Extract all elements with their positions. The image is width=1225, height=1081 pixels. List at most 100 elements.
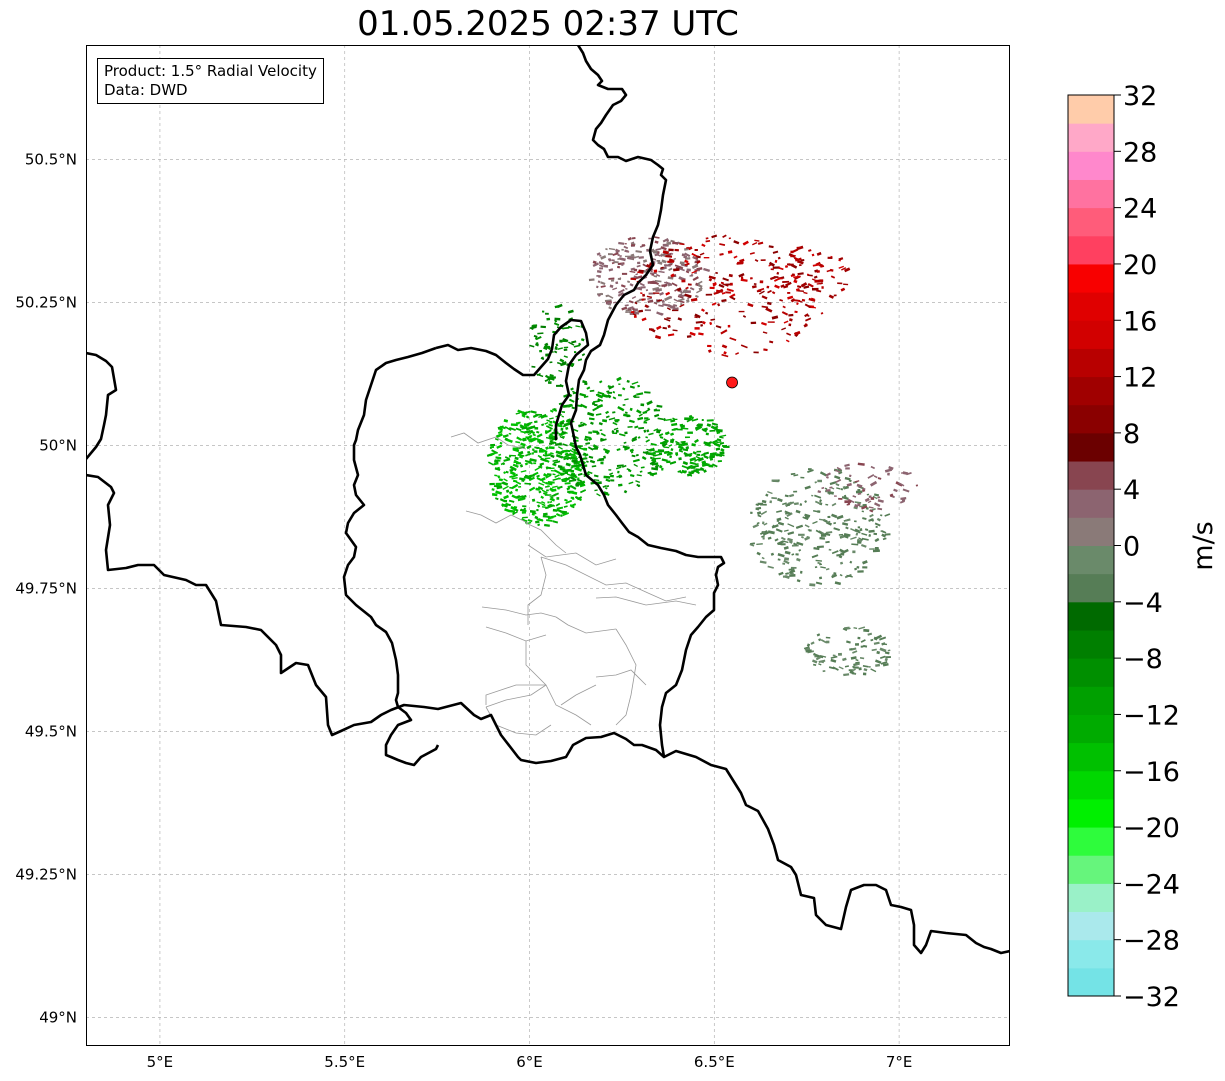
echo-cell — [678, 470, 683, 474]
echo-cell — [633, 255, 640, 259]
echo-cell — [653, 428, 659, 432]
echo-cell — [688, 454, 692, 458]
echo-cell — [857, 636, 861, 640]
echo-cell — [662, 417, 667, 422]
echo-cell — [599, 267, 604, 270]
echo-cell — [670, 448, 674, 452]
echo-cell — [695, 294, 699, 298]
echo-cell — [751, 285, 757, 289]
echo-cell — [594, 489, 598, 492]
echo-cell — [532, 433, 537, 437]
echo-cell — [804, 500, 808, 503]
echo-cell — [531, 365, 536, 368]
echo-cell — [679, 448, 683, 451]
echo-cell — [650, 270, 653, 273]
echo-cell — [615, 429, 619, 433]
echo-cell — [796, 275, 801, 279]
colorbar-tick-label: 32 — [1123, 81, 1157, 112]
country-borders — [86, 45, 1010, 955]
echo-cell — [559, 421, 565, 426]
echo-cell — [582, 380, 588, 384]
echo-cell — [807, 282, 814, 288]
echo-cell — [838, 666, 844, 670]
echo-cell — [606, 301, 612, 305]
echo-cell — [757, 287, 765, 292]
echo-cell — [670, 273, 675, 278]
echo-cell — [803, 291, 808, 295]
echo-cell — [654, 240, 659, 244]
colorbar-band — [1068, 235, 1114, 265]
echo-cell — [707, 349, 712, 353]
colorbar-band — [1068, 827, 1114, 856]
echo-cell — [515, 495, 521, 499]
echo-cell — [681, 465, 688, 469]
echo-cell — [549, 373, 554, 377]
echo-cell — [662, 250, 670, 255]
echo-cell — [562, 512, 570, 517]
echo-cell — [825, 640, 830, 644]
echo-cell — [767, 321, 775, 323]
echo-cell — [811, 494, 814, 497]
map-panel[interactable] — [86, 45, 1010, 1046]
echo-cell — [520, 426, 526, 429]
echo-cell — [784, 557, 790, 561]
echo-cell — [557, 465, 563, 469]
colorbar-band — [1068, 939, 1114, 969]
echo-cell — [881, 530, 887, 534]
echo-cell — [692, 276, 699, 282]
echo-cell — [611, 279, 615, 282]
echo-cell — [646, 400, 653, 406]
echo-cell — [579, 392, 587, 397]
colorbar-tick-label: 20 — [1123, 250, 1157, 281]
echo-cell — [556, 361, 564, 366]
echo-cell — [864, 497, 870, 503]
echo-cell — [617, 288, 625, 294]
echo-cell — [598, 422, 603, 426]
echo-cell — [544, 494, 548, 496]
echo-cell — [686, 452, 693, 456]
echo-cell — [729, 337, 737, 342]
echo-cell — [816, 270, 820, 273]
echo-cell — [825, 567, 830, 571]
echo-cell — [617, 265, 621, 269]
echo-cell — [647, 299, 654, 304]
echo-cell — [618, 383, 621, 385]
echo-cell — [495, 482, 502, 486]
echo-cell — [833, 522, 837, 525]
echo-cell — [796, 557, 801, 562]
echo-cell — [761, 534, 766, 538]
echo-cell — [844, 267, 851, 273]
echo-cell — [649, 272, 657, 275]
echo-cell — [786, 504, 790, 507]
echo-cell — [793, 275, 799, 279]
echo-cell — [681, 279, 686, 283]
echo-cell — [558, 369, 563, 373]
echo-cell — [624, 249, 629, 253]
echo-cell — [790, 472, 796, 476]
colorbar-band — [1068, 855, 1114, 884]
echo-cell — [550, 452, 554, 455]
echo-cell — [795, 509, 801, 514]
echo-cell — [549, 376, 555, 381]
echo-cell — [786, 332, 792, 336]
echo-cell — [881, 533, 887, 538]
echo-cell — [650, 472, 658, 476]
echo-cell — [608, 385, 615, 390]
radar-site-marker[interactable] — [726, 376, 738, 389]
echo-cell — [869, 509, 874, 513]
echo-cell — [619, 255, 622, 257]
echo-cell — [621, 306, 628, 311]
echo-cell — [629, 474, 635, 478]
colorbar-band — [1068, 517, 1114, 546]
echo-cell — [877, 499, 884, 503]
echo-cell — [694, 249, 698, 252]
echo-cell — [706, 419, 714, 422]
echo-cell — [767, 490, 773, 495]
echo-cell — [595, 393, 600, 397]
echo-cell — [588, 417, 595, 421]
echo-cell — [691, 264, 699, 270]
echo-cell — [863, 668, 868, 672]
echo-cell — [538, 449, 544, 453]
echo-cell — [687, 473, 692, 477]
echo-cell — [623, 245, 629, 250]
